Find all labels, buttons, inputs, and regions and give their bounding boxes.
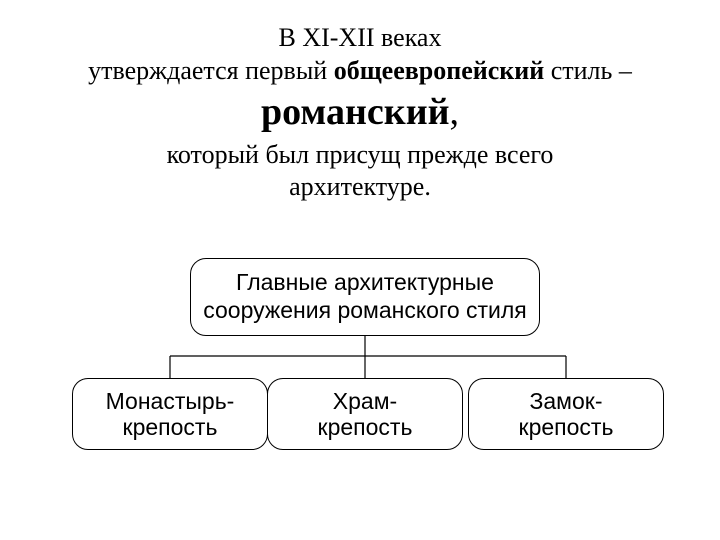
heading-line-2-post: стиль – — [544, 56, 632, 85]
child-node-0: Монастырь- крепость — [72, 378, 268, 450]
child-0-line-2: крепость — [123, 414, 218, 440]
style-name-comma: , — [449, 91, 459, 133]
child-0-line-1: Монастырь- — [106, 388, 235, 414]
child-2-line-2: крепость — [519, 414, 614, 440]
heading-line-2: утверждается первый общеевропейский стил… — [0, 55, 720, 88]
heading-block: В XI-XII веках утверждается первый общее… — [0, 0, 720, 204]
child-node-2-label: Замок- крепость — [519, 388, 614, 441]
heading-line-2-pre: утверждается первый — [88, 56, 334, 85]
heading-line-4: архитектуре. — [0, 171, 720, 204]
heading-line-3: который был присущ прежде всего — [0, 139, 720, 172]
child-1-line-1: Храм- — [333, 388, 397, 414]
child-node-0-label: Монастырь- крепость — [106, 388, 235, 441]
heading-line-1: В XI-XII веках — [0, 22, 720, 55]
child-node-2: Замок- крепость — [468, 378, 664, 450]
heading-style-name: романский, — [0, 89, 720, 137]
child-1-line-2: крепость — [318, 414, 413, 440]
child-node-1: Храм- крепость — [267, 378, 463, 450]
style-name-text: романский — [261, 91, 449, 133]
child-node-1-label: Храм- крепость — [318, 388, 413, 441]
child-2-line-1: Замок- — [529, 388, 602, 414]
heading-line-2-bold: общеевропейский — [334, 56, 545, 85]
